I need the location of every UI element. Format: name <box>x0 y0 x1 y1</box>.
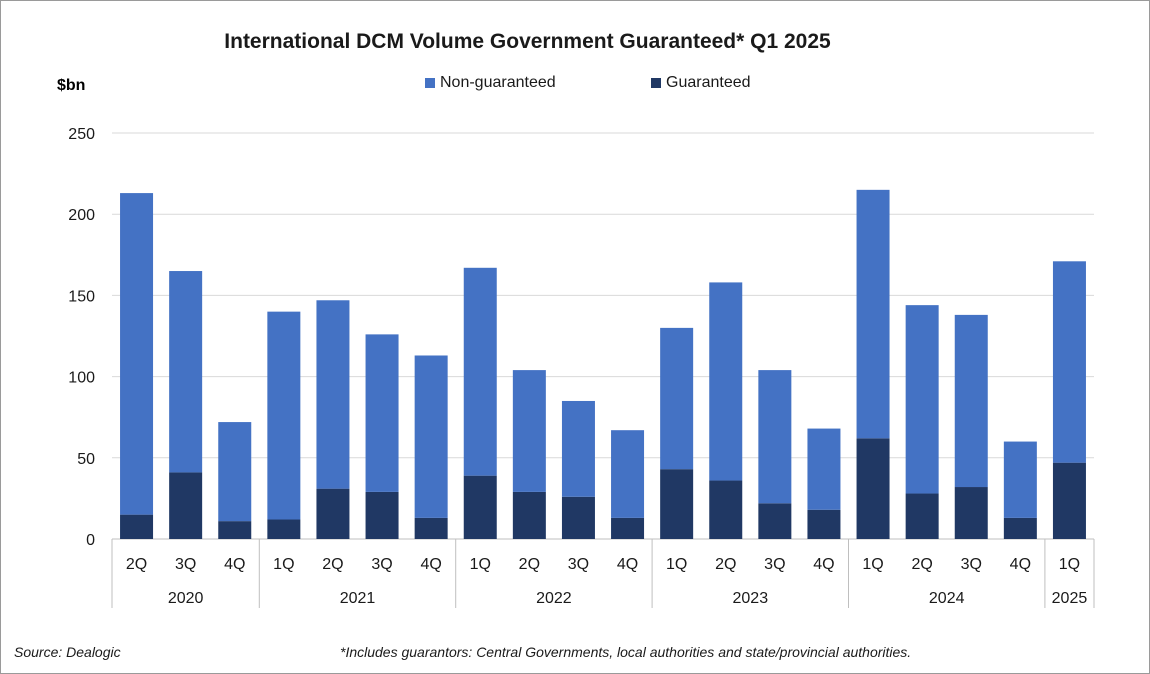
bar-non-guaranteed <box>1003 441 1037 518</box>
x-tick-label: 2Q <box>715 556 736 573</box>
year-label: 2024 <box>929 590 965 607</box>
x-tick-label: 4Q <box>1010 556 1031 573</box>
y-tick-label: 200 <box>68 207 95 224</box>
bar-non-guaranteed <box>365 334 399 492</box>
bar-non-guaranteed <box>218 422 252 522</box>
legend-label-non-guaranteed: Non-guaranteed <box>440 74 556 91</box>
bar-guaranteed <box>218 521 252 539</box>
bar-guaranteed <box>611 517 645 539</box>
bar-non-guaranteed <box>1052 261 1086 463</box>
x-tick-label: 3Q <box>961 556 982 573</box>
bar-non-guaranteed <box>512 370 546 492</box>
bar-guaranteed <box>512 491 546 539</box>
bar-guaranteed <box>1052 462 1086 539</box>
bar-guaranteed <box>856 438 890 539</box>
x-tick-label: 3Q <box>568 556 589 573</box>
y-tick-label: 150 <box>68 288 95 305</box>
legend-swatch-non-guaranteed <box>425 77 435 88</box>
x-tick-label: 3Q <box>371 556 392 573</box>
bar-guaranteed <box>316 488 350 539</box>
bar-non-guaranteed <box>561 400 595 497</box>
x-tick-label: 1Q <box>273 556 294 573</box>
x-tick-label: 2Q <box>322 556 343 573</box>
bar-non-guaranteed <box>316 300 350 489</box>
x-tick-label: 2Q <box>126 556 147 573</box>
bar-non-guaranteed <box>758 370 792 504</box>
bar-non-guaranteed <box>169 271 203 473</box>
bar-non-guaranteed <box>463 267 497 476</box>
x-tick-label: 1Q <box>862 556 883 573</box>
x-tick-label: 4Q <box>617 556 638 573</box>
bar-guaranteed <box>758 503 792 539</box>
bar-guaranteed <box>267 519 301 539</box>
x-tick-label: 3Q <box>175 556 196 573</box>
x-tick-label: 4Q <box>224 556 245 573</box>
bar-guaranteed <box>660 469 694 539</box>
year-label: 2020 <box>168 590 204 607</box>
bar-guaranteed <box>365 491 399 539</box>
bar-non-guaranteed <box>856 189 890 439</box>
x-tick-label: 2Q <box>519 556 540 573</box>
bar-non-guaranteed <box>120 193 154 515</box>
x-tick-label: 1Q <box>470 556 491 573</box>
bar-non-guaranteed <box>807 428 841 510</box>
bar-non-guaranteed <box>414 355 448 518</box>
x-tick-label: 4Q <box>420 556 441 573</box>
y-tick-label: 50 <box>77 451 95 468</box>
bar-guaranteed <box>414 517 448 539</box>
bar-guaranteed <box>1003 517 1037 539</box>
bar-guaranteed <box>954 487 988 539</box>
y-tick-label: 0 <box>86 532 95 549</box>
x-tick-label: 2Q <box>911 556 932 573</box>
x-tick-label: 4Q <box>813 556 834 573</box>
legend-item-guaranteed: Guaranteed <box>651 74 751 92</box>
footnote: *Includes guarantors: Central Government… <box>340 644 912 660</box>
bar-non-guaranteed <box>660 327 694 470</box>
chart-title: International DCM Volume Government Guar… <box>224 30 831 53</box>
y-axis-unit-label: $bn <box>57 77 86 94</box>
bar-guaranteed <box>169 472 203 539</box>
year-label: 2021 <box>340 590 376 607</box>
bar-guaranteed <box>561 496 595 539</box>
x-tick-label: 1Q <box>666 556 687 573</box>
y-tick-label: 250 <box>68 126 95 143</box>
y-tick-label: 100 <box>68 370 95 387</box>
bar-guaranteed <box>807 509 841 539</box>
bar-guaranteed <box>709 480 743 539</box>
source-note: Source: Dealogic <box>14 644 121 660</box>
bar-non-guaranteed <box>611 430 645 518</box>
bar-guaranteed <box>463 475 497 539</box>
bar-non-guaranteed <box>709 282 743 481</box>
bar-guaranteed <box>905 493 939 539</box>
bar-non-guaranteed <box>905 305 939 494</box>
bar-non-guaranteed <box>267 311 301 520</box>
legend-item-non-guaranteed: Non-guaranteed <box>425 74 556 92</box>
x-tick-label: 3Q <box>764 556 785 573</box>
bar-guaranteed <box>120 514 154 539</box>
x-tick-label: 1Q <box>1059 556 1080 573</box>
legend-swatch-guaranteed <box>651 77 661 88</box>
legend-label-guaranteed: Guaranteed <box>666 74 751 91</box>
year-label: 2023 <box>733 590 769 607</box>
year-label: 2022 <box>536 590 572 607</box>
bar-non-guaranteed <box>954 314 988 488</box>
year-label: 2025 <box>1052 590 1088 607</box>
